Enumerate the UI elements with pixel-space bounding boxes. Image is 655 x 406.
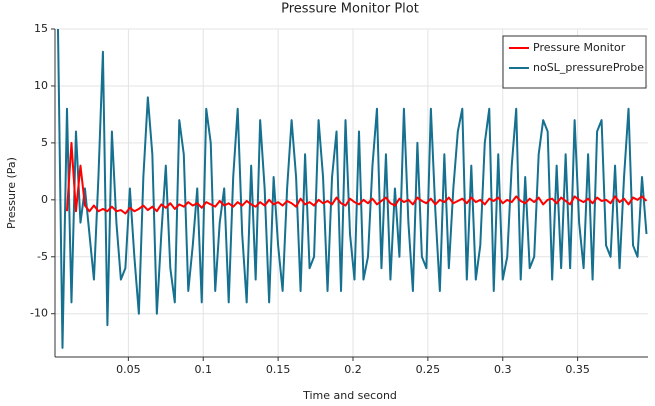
series-line bbox=[65, 141, 648, 215]
y-tick-label: 5 bbox=[41, 136, 48, 149]
x-tick-label: 0.05 bbox=[116, 363, 141, 376]
legend: Pressure Monitor noSL_pressureProbe bbox=[502, 35, 647, 89]
chart-title: Pressure Monitor Plot bbox=[281, 2, 419, 17]
y-tick-label: 15 bbox=[34, 22, 48, 35]
x-tick-label: 0.1 bbox=[195, 363, 213, 376]
legend-box bbox=[502, 35, 647, 89]
x-axis-label: Time and second bbox=[302, 389, 397, 402]
x-tick-label: 0.2 bbox=[344, 363, 362, 376]
plot-lines bbox=[56, 29, 648, 349]
y-tick-label: 0 bbox=[41, 193, 48, 206]
y-tick-label: 10 bbox=[34, 79, 48, 92]
x-tick-label: 0.35 bbox=[565, 363, 590, 376]
y-tick-label: -5 bbox=[37, 250, 48, 263]
series-line bbox=[56, 29, 648, 349]
legend-label: noSL_pressureProbe bbox=[533, 61, 644, 74]
x-tick-label: 0.25 bbox=[416, 363, 441, 376]
legend-label: Pressure Monitor bbox=[533, 41, 626, 54]
x-tick-label: 0.3 bbox=[494, 363, 512, 376]
y-tick-label: -10 bbox=[30, 307, 48, 320]
y-axis-label: Pressure (Pa) bbox=[5, 157, 18, 229]
x-tick-label: 0.15 bbox=[266, 363, 291, 376]
